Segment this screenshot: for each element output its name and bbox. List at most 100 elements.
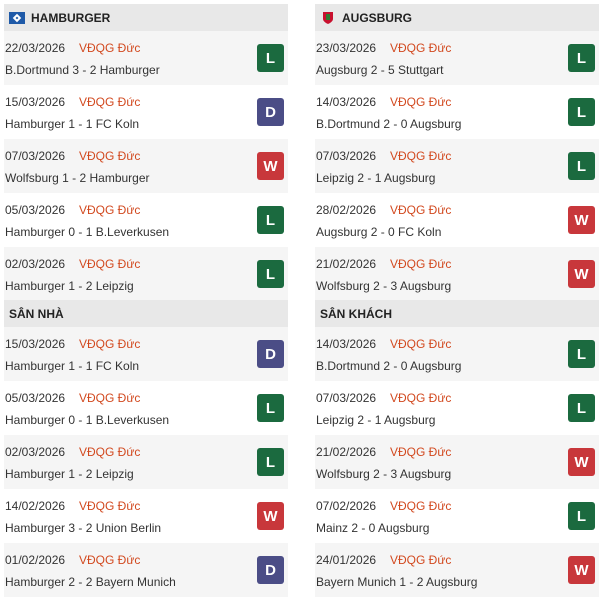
league-link[interactable]: VĐQG Đức — [390, 203, 452, 217]
match-row[interactable]: 24/01/2026 VĐQG Đức Bayern Munich 1 - 2 A… — [315, 543, 599, 597]
section-0: HAMBURGER 22/03/2026 VĐQG Đức B.Dortmund … — [4, 4, 288, 301]
match-row[interactable]: 07/03/2026 VĐQG Đức Leipzig 2 - 1 Augsbur… — [315, 381, 599, 435]
match-result: Hamburger 1 - 2 Leipzig — [5, 467, 134, 481]
match-date: 14/03/2026 — [316, 337, 377, 351]
league-link[interactable]: VĐQG Đức — [79, 149, 141, 163]
section-title: HAMBURGER — [31, 10, 111, 25]
outcome-badge: L — [568, 340, 595, 368]
match-row[interactable]: 28/02/2026 VĐQG Đức Augsburg 2 - 0 FC Kol… — [315, 193, 599, 247]
outcome-badge: L — [257, 448, 284, 476]
match-date: 07/03/2026 — [316, 149, 377, 163]
match-result: B.Dortmund 2 - 0 Augsburg — [316, 359, 462, 373]
match-row[interactable]: 02/03/2026 VĐQG Đức Hamburger 1 - 2 Leipz… — [4, 435, 288, 489]
match-date: 15/03/2026 — [5, 95, 66, 109]
match-date: 01/02/2026 — [5, 553, 66, 567]
match-row[interactable]: 23/03/2026 VĐQG Đức Augsburg 2 - 5 Stuttg… — [315, 31, 599, 85]
match-row[interactable]: 07/03/2026 VĐQG Đức Leipzig 2 - 1 Augsbur… — [315, 139, 599, 193]
league-link[interactable]: VĐQG Đức — [390, 257, 452, 271]
match-date: 02/03/2026 — [5, 257, 66, 271]
match-result: Augsburg 2 - 5 Stuttgart — [316, 63, 444, 77]
league-link[interactable]: VĐQG Đức — [390, 391, 452, 405]
match-result: Hamburger 1 - 1 FC Koln — [5, 359, 140, 373]
league-link[interactable]: VĐQG Đức — [390, 149, 452, 163]
match-date: 15/03/2026 — [5, 337, 66, 351]
match-date: 07/03/2026 — [5, 149, 66, 163]
section-header: SÂN KHÁCH — [315, 300, 599, 327]
league-link[interactable]: VĐQG Đức — [390, 499, 452, 513]
section-header: AUGSBURG — [315, 4, 599, 31]
outcome-badge: L — [568, 502, 595, 530]
outcome-badge: L — [257, 206, 284, 234]
match-result: Hamburger 1 - 2 Leipzig — [5, 279, 134, 293]
league-link[interactable]: VĐQG Đức — [79, 203, 141, 217]
match-date: 21/02/2026 — [316, 257, 377, 271]
match-date: 14/02/2026 — [5, 499, 66, 513]
match-result: Wolfsburg 1 - 2 Hamburger — [5, 171, 150, 185]
match-row[interactable]: 21/02/2026 VĐQG Đức Wolfsburg 2 - 3 Augsb… — [315, 247, 599, 301]
outcome-badge: L — [257, 44, 284, 72]
match-row[interactable]: 15/03/2026 VĐQG Đức Hamburger 1 - 1 FC Ko… — [4, 327, 288, 381]
league-link[interactable]: VĐQG Đức — [390, 41, 452, 55]
outcome-badge: L — [257, 394, 284, 422]
match-result: Hamburger 0 - 1 B.Leverkusen — [5, 225, 170, 239]
match-row[interactable]: 05/03/2026 VĐQG Đức Hamburger 0 - 1 B.Lev… — [4, 381, 288, 435]
league-link[interactable]: VĐQG Đức — [390, 95, 452, 109]
match-date: 07/03/2026 — [316, 391, 377, 405]
match-row[interactable]: 05/03/2026 VĐQG Đức Hamburger 0 - 1 B.Lev… — [4, 193, 288, 247]
league-link[interactable]: VĐQG Đức — [79, 41, 141, 55]
outcome-badge: D — [257, 556, 284, 584]
match-row[interactable]: 14/03/2026 VĐQG Đức B.Dortmund 2 - 0 Augs… — [315, 327, 599, 381]
league-link[interactable]: VĐQG Đức — [79, 553, 141, 567]
league-link[interactable]: VĐQG Đức — [79, 337, 141, 351]
section-1: AUGSBURG 23/03/2026 VĐQG Đức Augsburg 2 -… — [315, 4, 599, 301]
match-result: Hamburger 1 - 1 FC Koln — [5, 117, 140, 131]
section-header: HAMBURGER — [4, 4, 288, 31]
league-link[interactable]: VĐQG Đức — [390, 337, 452, 351]
section-2: SÂN NHÀ 15/03/2026 VĐQG Đức Hamburger 1 -… — [4, 300, 288, 597]
outcome-badge: W — [568, 448, 595, 476]
section-title: AUGSBURG — [342, 10, 413, 25]
league-link[interactable]: VĐQG Đức — [79, 257, 141, 271]
hamburger-logo-icon — [9, 11, 25, 24]
outcome-badge: L — [568, 44, 595, 72]
league-link[interactable]: VĐQG Đức — [79, 95, 141, 109]
match-date: 23/03/2026 — [316, 41, 377, 55]
augsburg-logo-icon — [320, 11, 336, 24]
match-date: 07/02/2026 — [316, 499, 377, 513]
match-row[interactable]: 14/03/2026 VĐQG Đức B.Dortmund 2 - 0 Augs… — [315, 85, 599, 139]
match-date: 05/03/2026 — [5, 391, 66, 405]
league-link[interactable]: VĐQG Đức — [79, 445, 141, 459]
league-link[interactable]: VĐQG Đức — [390, 553, 452, 567]
outcome-badge: W — [568, 556, 595, 584]
match-date: 21/02/2026 — [316, 445, 377, 459]
match-date: 05/03/2026 — [5, 203, 66, 217]
match-result: Wolfsburg 2 - 3 Augsburg — [316, 467, 452, 481]
match-result: Hamburger 0 - 1 B.Leverkusen — [5, 413, 170, 427]
match-result: Augsburg 2 - 0 FC Koln — [316, 225, 442, 239]
match-row[interactable]: 07/02/2026 VĐQG Đức Mainz 2 - 0 Augsburg … — [315, 489, 599, 543]
match-row[interactable]: 14/02/2026 VĐQG Đức Hamburger 3 - 2 Union… — [4, 489, 288, 543]
section-title: SÂN NHÀ — [9, 306, 64, 321]
outcome-badge: D — [257, 340, 284, 368]
match-date: 22/03/2026 — [5, 41, 66, 55]
outcome-badge: D — [257, 98, 284, 126]
match-row[interactable]: 22/03/2026 VĐQG Đức B.Dortmund 3 - 2 Hamb… — [4, 31, 288, 85]
outcome-badge: L — [568, 152, 595, 180]
match-row[interactable]: 01/02/2026 VĐQG Đức Hamburger 2 - 2 Bayer… — [4, 543, 288, 597]
match-row[interactable]: 02/03/2026 VĐQG Đức Hamburger 1 - 2 Leipz… — [4, 247, 288, 301]
match-date: 02/03/2026 — [5, 445, 66, 459]
match-row[interactable]: 07/03/2026 VĐQG Đức Wolfsburg 1 - 2 Hambu… — [4, 139, 288, 193]
outcome-badge: L — [257, 260, 284, 288]
match-result: B.Dortmund 3 - 2 Hamburger — [5, 63, 160, 77]
match-row[interactable]: 15/03/2026 VĐQG Đức Hamburger 1 - 1 FC Ko… — [4, 85, 288, 139]
outcome-badge: W — [568, 206, 595, 234]
section-header: SÂN NHÀ — [4, 300, 288, 327]
outcome-badge: L — [568, 98, 595, 126]
match-row[interactable]: 21/02/2026 VĐQG Đức Wolfsburg 2 - 3 Augsb… — [315, 435, 599, 489]
league-link[interactable]: VĐQG Đức — [79, 499, 141, 513]
match-date: 14/03/2026 — [316, 95, 377, 109]
league-link[interactable]: VĐQG Đức — [390, 445, 452, 459]
outcome-badge: L — [568, 394, 595, 422]
section-3: SÂN KHÁCH 14/03/2026 VĐQG Đức B.Dortmund … — [315, 300, 599, 597]
league-link[interactable]: VĐQG Đức — [79, 391, 141, 405]
